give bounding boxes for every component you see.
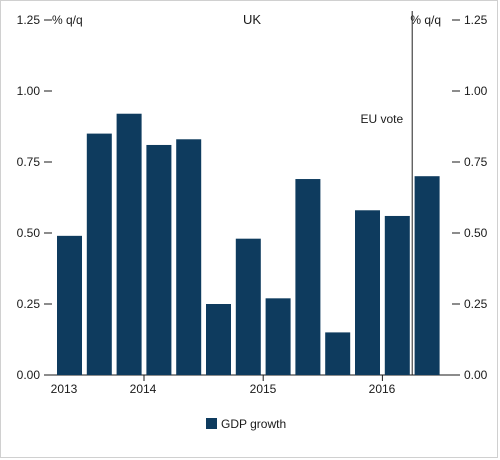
left-y-tick-label: 1.00 [17,84,41,98]
bar [146,144,172,375]
bars-layer [57,113,440,375]
x-year-label: 2015 [250,382,277,396]
axes-layer: 0.00 0.00 0.25 0.25 0.50 0.50 0.75 0.75 1.00 1.00… [17,13,488,396]
bar [414,176,440,375]
bar [86,133,112,375]
bar [295,179,321,375]
bar [206,304,231,375]
bar [384,215,410,375]
bar [57,235,82,375]
x-year-label: 2016 [369,382,396,396]
right-y-tick-label: 0.25 [464,297,488,311]
legend-swatch [206,418,217,429]
legend-label: GDP growth [221,417,286,431]
right-axis-unit: % q/q [410,13,441,27]
bar [116,113,142,375]
left-y-tick-label: 0.75 [17,155,41,169]
eu-vote-annotation: EU vote [361,112,404,126]
left-y-tick-label: 1.25 [17,13,41,27]
bar [265,298,291,375]
bar [176,139,202,375]
bar [355,210,380,375]
right-y-tick-label: 0.00 [464,368,488,382]
annotation-layer: EU vote [361,11,413,375]
right-y-tick-label: 1.25 [464,13,488,27]
left-y-tick-label: 0.00 [17,368,41,382]
right-y-tick-label: 1.00 [464,84,488,98]
left-axis-unit: % q/q [52,13,83,27]
right-y-tick-label: 0.50 [464,226,488,240]
legend: GDP growth [206,417,286,431]
left-y-tick-label: 0.50 [17,226,41,240]
chart-title: UK [243,12,261,27]
x-year-label: 2014 [130,382,157,396]
bar [325,332,351,375]
bar [235,238,261,375]
left-y-tick-label: 0.25 [17,297,41,311]
right-y-tick-label: 0.75 [464,155,488,169]
x-year-label: 2013 [51,382,78,396]
